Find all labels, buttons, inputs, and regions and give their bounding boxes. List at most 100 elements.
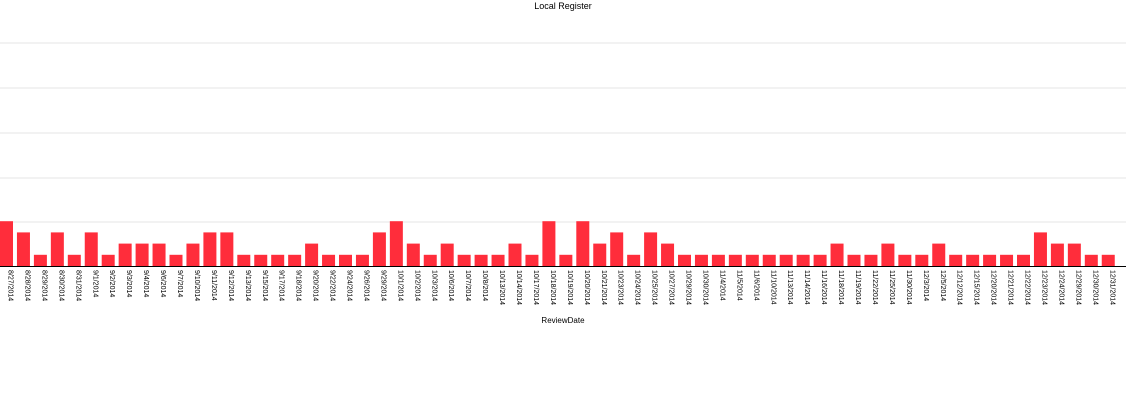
- x-tick-label: 9/26/2014: [362, 270, 369, 301]
- x-tick-label: 9/2/2014: [108, 270, 115, 297]
- x-tick-label: 10/30/2014: [701, 270, 708, 305]
- bar: [559, 254, 573, 266]
- bar: [491, 254, 505, 266]
- x-tick-label: 10/18/2014: [549, 270, 556, 305]
- bar: [389, 221, 403, 266]
- bar: [813, 254, 827, 266]
- bar: [644, 232, 658, 266]
- x-tick-label: 11/13/2014: [786, 270, 793, 305]
- bar: [322, 254, 336, 266]
- bar: [1017, 254, 1030, 266]
- x-tick-label: 9/29/2014: [379, 270, 386, 301]
- bar: [593, 243, 607, 266]
- bar: [474, 254, 488, 266]
- bar: [898, 254, 912, 266]
- x-tick-labels: 8/27/2014 8/28/2014 8/29/2014 8/30/2014 8/31…: [7, 270, 1116, 305]
- x-tick-label: 10/2/2014: [413, 270, 420, 301]
- x-tick-label: 11/6/2014: [752, 270, 759, 301]
- x-tick-label: 11/4/2014: [718, 270, 725, 301]
- bar: [966, 254, 980, 266]
- bar: [711, 254, 725, 266]
- gridlines: [0, 42, 1126, 223]
- x-tick-label: 12/3/2014: [922, 270, 929, 301]
- x-tick-label: 9/7/2014: [176, 270, 183, 297]
- bar: [288, 254, 302, 266]
- x-tick-label: 9/13/2014: [244, 270, 251, 301]
- x-tick-label: 12/30/2014: [1091, 270, 1098, 305]
- bar: [779, 254, 793, 266]
- bar: [1000, 254, 1014, 266]
- bar: [67, 254, 81, 266]
- x-tick-label: 8/27/2014: [7, 270, 14, 301]
- bar: [1050, 243, 1064, 266]
- x-tick-label: 8/28/2014: [23, 270, 30, 301]
- bar: [627, 254, 641, 266]
- x-tick-label: 9/24/2014: [346, 270, 353, 301]
- x-tick-label: 10/6/2014: [447, 270, 454, 301]
- x-tick-label: 12/23/2014: [1040, 270, 1047, 305]
- bar: [610, 232, 624, 266]
- bar: [864, 254, 878, 266]
- bar: [542, 221, 556, 266]
- x-tick-label: 10/1/2014: [396, 270, 403, 301]
- bar: [33, 254, 47, 266]
- x-tick-label: 12/31/2014: [1108, 270, 1115, 305]
- bar: [355, 254, 369, 266]
- bar: [50, 232, 64, 266]
- bar: [508, 243, 522, 266]
- bar: [372, 232, 386, 266]
- bar: [796, 254, 810, 266]
- x-tick-label: 11/25/2014: [888, 270, 895, 305]
- x-tick-label: 10/27/2014: [668, 270, 675, 305]
- x-tick-label: 10/20/2014: [583, 270, 590, 305]
- x-tick-label: 10/29/2014: [685, 270, 692, 305]
- bars: [0, 221, 1115, 266]
- bar: [101, 254, 115, 266]
- x-tick-label: 9/15/2014: [261, 270, 268, 301]
- x-tick-label: 10/3/2014: [430, 270, 437, 301]
- x-tick-label: 9/4/2014: [142, 270, 149, 297]
- bar: [678, 254, 691, 266]
- bar: [220, 232, 234, 266]
- x-tick-label: 10/7/2014: [464, 270, 471, 301]
- bar: [271, 254, 285, 266]
- x-tick-label: 12/24/2014: [1057, 270, 1064, 305]
- x-tick-label: 10/19/2014: [566, 270, 573, 305]
- bar: [457, 254, 471, 266]
- bar: [305, 243, 319, 266]
- x-tick-label: 11/18/2014: [837, 270, 844, 305]
- x-tick-label: 12/21/2014: [1007, 270, 1014, 305]
- bar: [203, 232, 217, 266]
- bar: [440, 243, 454, 266]
- x-tick-label: 12/29/2014: [1074, 270, 1081, 305]
- bar: [762, 254, 776, 266]
- x-tick-label: 11/22/2014: [871, 270, 878, 305]
- bar: [423, 254, 437, 266]
- x-tick-label: 10/23/2014: [617, 270, 624, 305]
- bar: [1033, 232, 1047, 266]
- x-tick-label: 11/19/2014: [854, 270, 861, 305]
- x-tick-label: 10/13/2014: [498, 270, 505, 305]
- bar: [152, 243, 166, 266]
- bar: [339, 254, 352, 266]
- bar: [186, 243, 200, 266]
- x-tick-label: 11/5/2014: [735, 270, 742, 301]
- bar: [1084, 254, 1098, 266]
- x-tick-label: 8/31/2014: [74, 270, 81, 301]
- x-tick-label: 8/30/2014: [57, 270, 64, 301]
- bar: [949, 254, 963, 266]
- x-tick-label: 11/30/2014: [905, 270, 912, 305]
- x-tick-label: 10/8/2014: [481, 270, 488, 301]
- bar: [830, 243, 844, 266]
- bar: [135, 243, 149, 266]
- x-tick-label: 9/3/2014: [125, 270, 132, 297]
- x-tick-label: 8/29/2014: [40, 270, 47, 301]
- x-tick-label: 12/22/2014: [1024, 270, 1031, 305]
- bar: [576, 221, 590, 266]
- x-tick-label: 9/17/2014: [278, 270, 285, 301]
- bar: [406, 243, 420, 266]
- bar: [1101, 254, 1115, 266]
- bar: [983, 254, 997, 266]
- x-tick-label: 9/20/2014: [312, 270, 319, 301]
